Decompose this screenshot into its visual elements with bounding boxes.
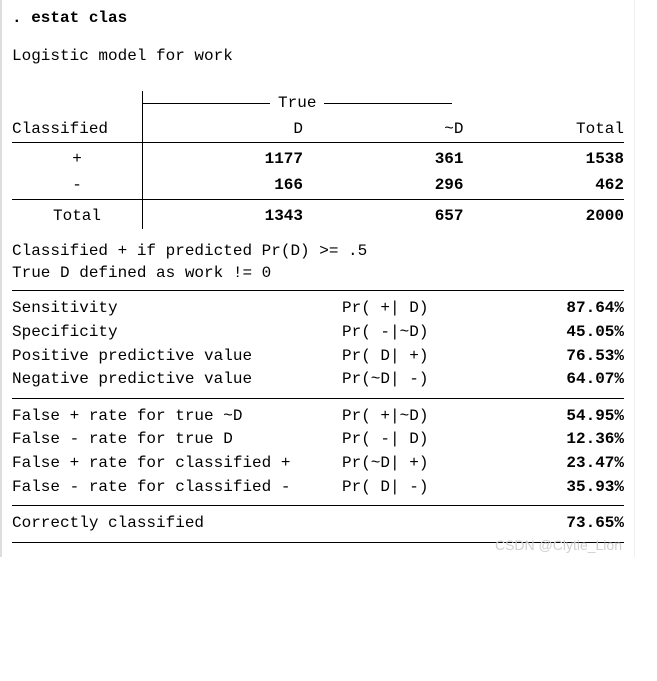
correct-value: 73.65% [492,512,624,536]
metric-value: 45.05% [492,321,624,345]
col-D: D [143,117,304,143]
metrics-block-2: False + rate for true ~DPr( +|~D)54.95%F… [12,405,624,499]
metric-label: Specificity [12,321,342,345]
metric-value: 87.64% [492,297,624,321]
divider [12,542,624,543]
row-plus-notD: 361 [303,147,464,173]
metric-value: 76.53% [492,345,624,369]
metric-label: False - rate for true D [12,428,342,452]
metric-pr: Pr( D| +) [342,345,492,369]
row-total-D: 1343 [143,204,304,230]
metric-value: 23.47% [492,452,624,476]
col-notD: ~D [303,117,464,143]
metric-pr: Pr(~D| -) [342,368,492,392]
command-line: . estat clas [12,8,624,30]
model-title: Logistic model for work [12,46,624,68]
metric-pr: Pr(~D| +) [342,452,492,476]
row-total-notD: 657 [303,204,464,230]
metric-row: False - rate for classified -Pr( D| -)35… [12,476,624,500]
metric-label: Sensitivity [12,297,342,321]
metric-row: False + rate for true ~DPr( +|~D)54.95% [12,405,624,429]
divider [12,505,624,506]
row-minus-notD: 296 [303,173,464,199]
metric-pr: Pr( +|~D) [342,405,492,429]
row-plus-label: + [12,147,143,173]
metric-row: False + rate for classified +Pr(~D| +)23… [12,452,624,476]
metric-row: SpecificityPr( -|~D)45.05% [12,321,624,345]
table-row: - 166 296 462 [12,173,624,199]
metric-pr: Pr( -|~D) [342,321,492,345]
metric-value: 64.07% [492,368,624,392]
metric-pr: Pr( D| -) [342,476,492,500]
row-plus-D: 1177 [143,147,304,173]
col-total: Total [464,117,625,143]
metric-value: 54.95% [492,405,624,429]
table-row: Total 1343 657 2000 [12,204,624,230]
row-minus-label: - [12,173,143,199]
true-header: True [278,93,316,115]
row-total-total: 2000 [464,204,625,230]
metric-pr: Pr( -| D) [342,428,492,452]
table-row: + 1177 361 1538 [12,147,624,173]
metric-label: Negative predictive value [12,368,342,392]
metric-value: 35.93% [492,476,624,500]
metric-row: False - rate for true DPr( -| D)12.36% [12,428,624,452]
divider [12,398,624,399]
classification-table: True Classified D ~D Total + 1177 361 15… [12,91,624,229]
metrics-block-1: SensitivityPr( +| D)87.64%SpecificityPr(… [12,297,624,391]
correct-row: Correctly classified 73.65% [12,512,624,536]
metric-value: 12.36% [492,428,624,452]
row-minus-D: 166 [143,173,304,199]
metric-row: Negative predictive valuePr(~D| -)64.07% [12,368,624,392]
row-total-label: Total [12,204,143,230]
metric-pr: Pr( +| D) [342,297,492,321]
divider [12,290,624,291]
metric-label: Positive predictive value [12,345,342,369]
metric-label: False + rate for classified + [12,452,342,476]
metric-row: SensitivityPr( +| D)87.64% [12,297,624,321]
row-plus-total: 1538 [464,147,625,173]
metric-label: False + rate for true ~D [12,405,342,429]
metric-row: Positive predictive valuePr( D| +)76.53% [12,345,624,369]
correct-label: Correctly classified [12,512,342,536]
watermark: CSDN @Clytie_Lion [495,536,622,555]
col-classified: Classified [12,117,143,143]
note-line-1: Classified + if predicted Pr(D) >= .5 [12,241,624,263]
note-line-2: True D defined as work != 0 [12,263,624,285]
row-minus-total: 462 [464,173,625,199]
metric-label: False - rate for classified - [12,476,342,500]
